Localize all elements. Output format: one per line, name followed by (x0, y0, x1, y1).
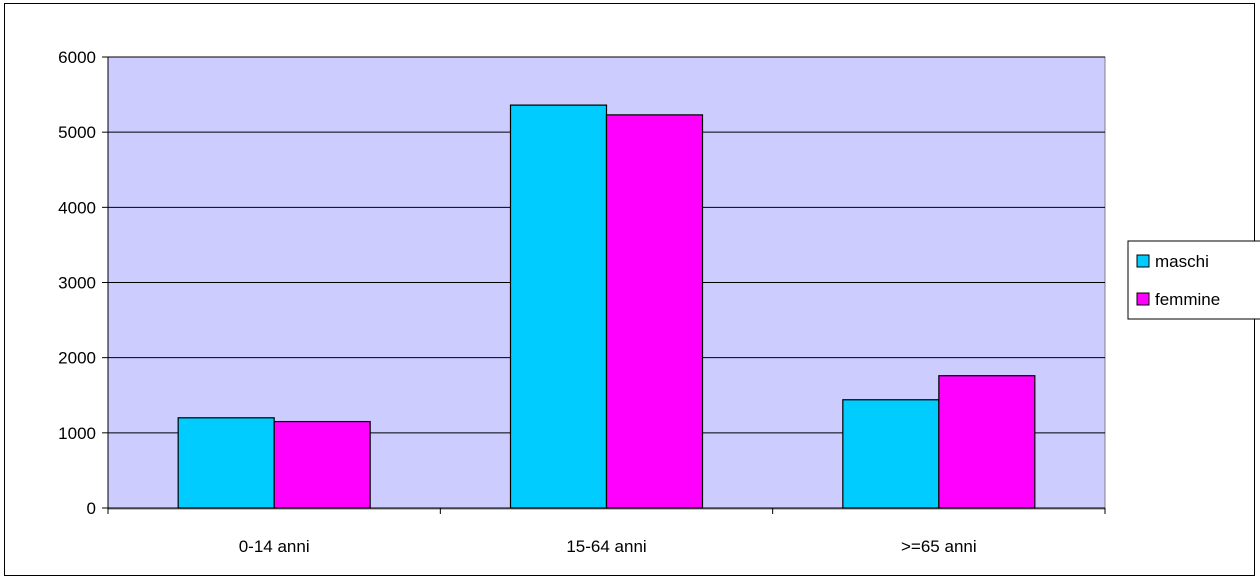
y-tick-label: 6000 (58, 48, 96, 67)
bars (177, 104, 1036, 509)
bar-femmine-0 (273, 420, 371, 509)
y-tick-label: 3000 (58, 274, 96, 293)
y-tick-label: 2000 (58, 349, 96, 368)
tick-labels: 0 1000 2000 3000 4000 5000 6000 0-14 anni 15-64 … (58, 48, 976, 556)
legend-label-femmine: femmine (1155, 290, 1220, 309)
bar-femmine-2 (938, 375, 1036, 509)
bar-maschi-0 (177, 417, 275, 509)
legend-label-maschi: maschi (1155, 252, 1209, 271)
y-tick-label: 5000 (58, 123, 96, 142)
bar-maschi-2 (842, 399, 940, 509)
x-tick-label: 0-14 anni (239, 537, 310, 556)
x-tick-label: >=65 anni (901, 537, 977, 556)
y-tick-label: 0 (87, 499, 96, 518)
legend-swatch-femmine (1136, 292, 1150, 306)
legend-swatch-maschi (1136, 254, 1150, 268)
bar-femmine-1 (605, 114, 704, 509)
legend: maschi femmine (1127, 240, 1260, 320)
bar-maschi-1 (509, 104, 608, 509)
x-tick-label: 15-64 anni (566, 537, 646, 556)
legend-box (1127, 240, 1260, 320)
y-tick-label: 1000 (58, 424, 96, 443)
y-tick-label: 4000 (58, 198, 96, 217)
